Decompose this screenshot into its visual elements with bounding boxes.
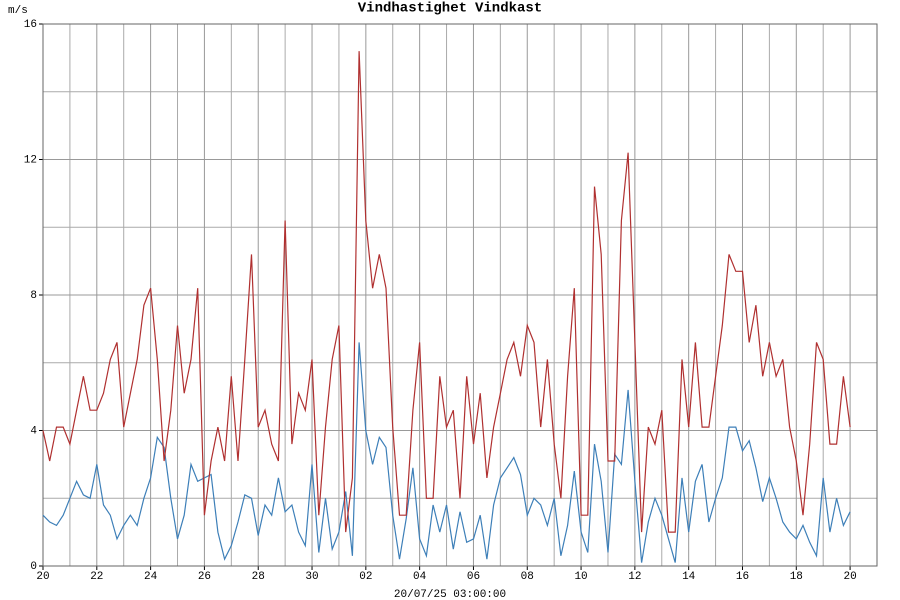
series-line (42, 51, 851, 533)
y-tick-label: 16 (24, 19, 37, 31)
legend-title-speed: Vindhastighet (358, 1, 467, 17)
plot-frame (42, 23, 878, 567)
x-tick-label: 02 (359, 571, 372, 583)
x-tick-label: 14 (682, 571, 696, 583)
x-tick-label: 28 (252, 571, 265, 583)
x-tick-label: 22 (90, 571, 103, 583)
legend-title-gust: Vindkast (475, 1, 542, 17)
x-tick-label: 24 (144, 571, 158, 583)
x-tick-label: 06 (467, 571, 480, 583)
y-tick-label: 12 (24, 154, 37, 166)
series-line (42, 342, 851, 563)
y-tick-label: 0 (30, 561, 37, 573)
x-tick-label: 10 (574, 571, 587, 583)
x-tick-label: 26 (198, 571, 211, 583)
y-tick-label: 4 (30, 425, 37, 437)
x-tick-label: 30 (305, 571, 318, 583)
x-axis-label: 20/07/25 03:00:00 (394, 589, 506, 600)
y-axis-label: m/s (8, 5, 28, 17)
y-tick-label: 8 (30, 290, 37, 302)
x-tick-label: 12 (628, 571, 641, 583)
x-tick-label: 08 (521, 571, 534, 583)
x-tick-label: 20 (843, 571, 856, 583)
x-tick-label: 18 (790, 571, 803, 583)
x-tick-label: 20 (36, 571, 49, 583)
x-tick-label: 04 (413, 571, 427, 583)
x-tick-label: 16 (736, 571, 749, 583)
